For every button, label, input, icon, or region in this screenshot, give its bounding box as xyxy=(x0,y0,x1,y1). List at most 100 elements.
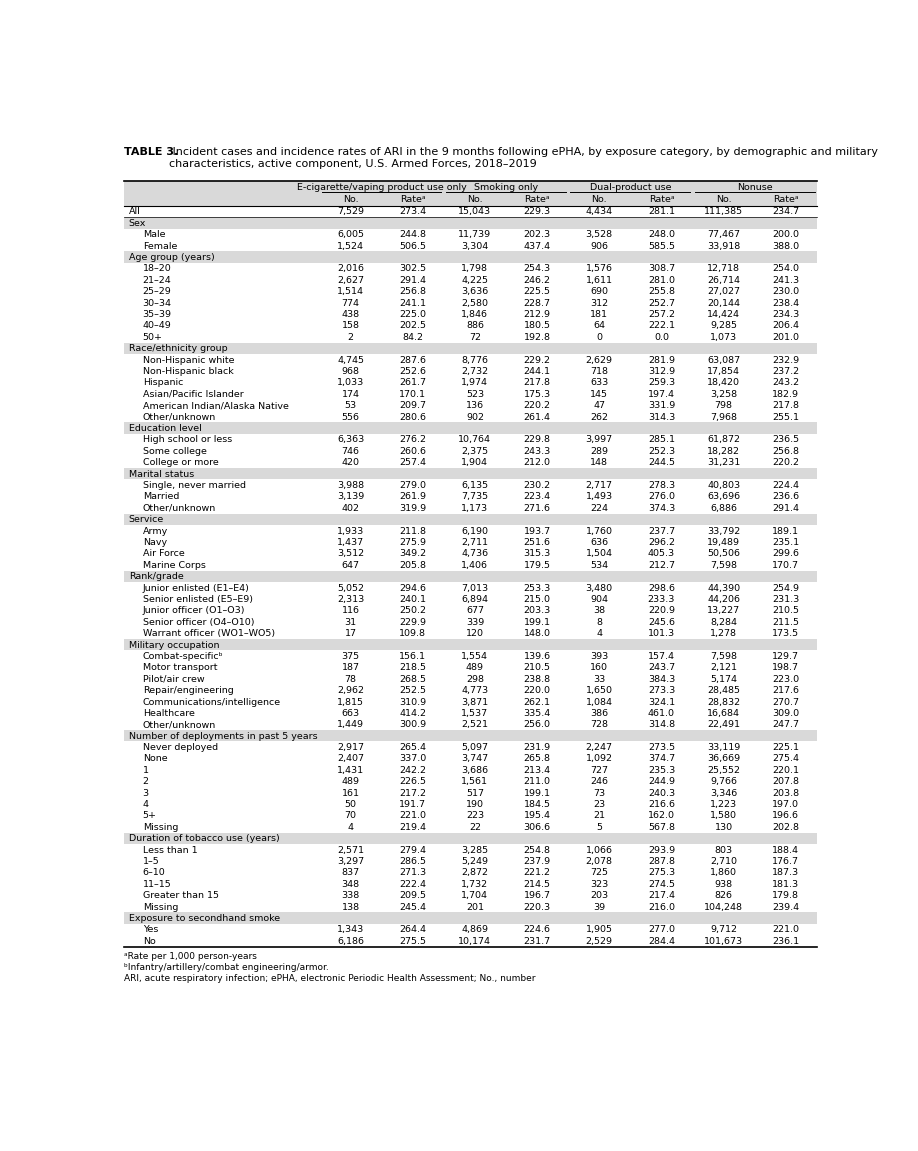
Bar xyxy=(124,388,817,399)
Text: College or more: College or more xyxy=(142,458,218,467)
Text: 181: 181 xyxy=(590,310,609,319)
Text: 161: 161 xyxy=(341,788,360,798)
Text: 225.0: 225.0 xyxy=(399,310,426,319)
Text: 25–29: 25–29 xyxy=(142,288,172,296)
Text: Service: Service xyxy=(129,516,164,524)
Text: No.: No. xyxy=(716,195,732,204)
Text: 238.4: 238.4 xyxy=(772,298,800,307)
Text: 1,223: 1,223 xyxy=(710,800,737,809)
Text: Yes: Yes xyxy=(142,925,158,935)
Text: Pilot/air crew: Pilot/air crew xyxy=(142,674,205,684)
Text: 386: 386 xyxy=(590,709,609,718)
Text: 278.3: 278.3 xyxy=(648,481,675,490)
Text: 312.9: 312.9 xyxy=(648,367,675,376)
Text: Non-Hispanic white: Non-Hispanic white xyxy=(142,356,234,365)
Text: Motor transport: Motor transport xyxy=(142,663,218,672)
Text: 213.4: 213.4 xyxy=(523,765,551,775)
Text: 217.8: 217.8 xyxy=(772,402,800,410)
Text: 255.8: 255.8 xyxy=(648,288,675,296)
Text: Junior officer (O1–O3): Junior officer (O1–O3) xyxy=(142,607,245,616)
Text: Age group (years): Age group (years) xyxy=(129,253,215,262)
Text: Non-Hispanic black: Non-Hispanic black xyxy=(142,367,233,376)
Text: 70: 70 xyxy=(344,811,356,821)
Text: 255.1: 255.1 xyxy=(772,412,800,421)
Text: 245.4: 245.4 xyxy=(399,902,426,912)
Text: 1,561: 1,561 xyxy=(462,777,488,786)
Text: 101,673: 101,673 xyxy=(704,937,744,946)
Text: 300.9: 300.9 xyxy=(399,721,426,730)
Text: 5+: 5+ xyxy=(142,811,157,821)
Text: 196.6: 196.6 xyxy=(772,811,800,821)
Text: Rateᵃ: Rateᵃ xyxy=(773,195,799,204)
Text: Asian/Pacific Islander: Asian/Pacific Islander xyxy=(142,390,243,398)
Text: 217.2: 217.2 xyxy=(399,788,426,798)
Text: 190: 190 xyxy=(466,800,484,809)
Text: 677: 677 xyxy=(466,607,484,616)
Text: 1,650: 1,650 xyxy=(586,686,612,695)
Text: 3,988: 3,988 xyxy=(337,481,364,490)
Text: 567.8: 567.8 xyxy=(648,823,675,832)
Text: 4: 4 xyxy=(348,823,353,832)
Bar xyxy=(124,536,817,548)
Text: 1,493: 1,493 xyxy=(586,493,613,502)
Text: 287.8: 287.8 xyxy=(648,857,675,866)
Text: 1,073: 1,073 xyxy=(710,333,737,342)
Text: 19,489: 19,489 xyxy=(707,538,740,547)
Text: 2,872: 2,872 xyxy=(462,869,488,877)
Text: 63,087: 63,087 xyxy=(707,356,740,365)
Text: 264.4: 264.4 xyxy=(399,925,426,935)
Text: 191.7: 191.7 xyxy=(399,800,426,809)
Text: ARI, acute respiratory infection; ePHA, electronic Periodic Health Assessment; N: ARI, acute respiratory infection; ePHA, … xyxy=(124,975,535,983)
Text: 312: 312 xyxy=(590,298,609,307)
Text: 39: 39 xyxy=(593,902,605,912)
Text: 3,297: 3,297 xyxy=(337,857,364,866)
Bar xyxy=(124,799,817,810)
Text: 221.2: 221.2 xyxy=(523,869,551,877)
Text: All: All xyxy=(129,207,140,216)
Text: 234.3: 234.3 xyxy=(772,310,800,319)
Text: 837: 837 xyxy=(341,869,360,877)
Text: 534: 534 xyxy=(590,561,609,570)
Text: 2,529: 2,529 xyxy=(586,937,612,946)
Text: 296.2: 296.2 xyxy=(648,538,675,547)
Text: 9,766: 9,766 xyxy=(711,777,737,786)
Text: 217.8: 217.8 xyxy=(523,379,551,388)
Text: 242.2: 242.2 xyxy=(399,765,426,775)
Text: Education level: Education level xyxy=(129,424,201,433)
Text: 335.4: 335.4 xyxy=(523,709,551,718)
Text: 220.9: 220.9 xyxy=(648,607,675,616)
Text: 2,375: 2,375 xyxy=(462,447,488,456)
Text: 306.6: 306.6 xyxy=(523,823,551,832)
Text: 252.7: 252.7 xyxy=(648,298,675,307)
Text: Female: Female xyxy=(142,242,177,251)
Bar xyxy=(124,855,817,867)
Text: 201: 201 xyxy=(466,902,484,912)
Text: 3,512: 3,512 xyxy=(337,549,364,558)
Text: 405.3: 405.3 xyxy=(648,549,675,558)
Text: 256.0: 256.0 xyxy=(523,721,551,730)
Text: Army: Army xyxy=(142,526,168,535)
Text: 393: 393 xyxy=(590,651,609,661)
Text: 148: 148 xyxy=(590,458,609,467)
Bar xyxy=(124,479,817,490)
Text: 906: 906 xyxy=(590,242,609,251)
Text: 12,718: 12,718 xyxy=(707,265,740,274)
Text: 299.6: 299.6 xyxy=(772,549,800,558)
Text: Junior enlisted (E1–E4): Junior enlisted (E1–E4) xyxy=(142,584,250,593)
Text: 291.4: 291.4 xyxy=(399,276,426,284)
Text: 1,033: 1,033 xyxy=(337,379,364,388)
Text: Rateᵃ: Rateᵃ xyxy=(524,195,550,204)
Text: 277.0: 277.0 xyxy=(648,925,675,935)
Text: 138: 138 xyxy=(341,902,360,912)
Text: 2,580: 2,580 xyxy=(462,298,488,307)
Text: 240.3: 240.3 xyxy=(648,788,675,798)
Text: Never deployed: Never deployed xyxy=(142,744,218,752)
Text: 6,135: 6,135 xyxy=(462,481,488,490)
Text: Repair/engineering: Repair/engineering xyxy=(142,686,233,695)
Text: 268.5: 268.5 xyxy=(399,674,426,684)
Text: 237.7: 237.7 xyxy=(648,526,675,535)
Text: 1,904: 1,904 xyxy=(462,458,488,467)
Text: 324.1: 324.1 xyxy=(648,698,675,707)
Text: 63,696: 63,696 xyxy=(707,493,740,502)
Text: 7,735: 7,735 xyxy=(462,493,488,502)
